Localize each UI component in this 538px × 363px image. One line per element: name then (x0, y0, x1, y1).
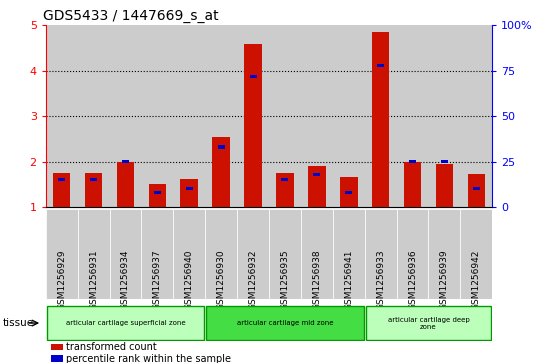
Bar (148, 184, 166, 207)
Bar (173, 25, 205, 207)
Bar (473, 187, 480, 190)
Bar (276, 173, 294, 207)
Bar (218, 146, 225, 148)
Bar (372, 32, 390, 207)
Text: GSM1256941: GSM1256941 (344, 250, 353, 310)
Text: transformed count: transformed count (66, 342, 157, 352)
Bar (281, 178, 288, 181)
Text: GSM1256929: GSM1256929 (57, 250, 66, 310)
Bar (340, 178, 358, 207)
Bar (205, 209, 237, 299)
Bar (377, 64, 384, 67)
Bar (301, 209, 333, 299)
Bar (53, 173, 70, 207)
Bar (404, 162, 421, 207)
Bar (397, 25, 428, 207)
Bar (141, 209, 173, 299)
Text: GSM1256935: GSM1256935 (280, 250, 289, 310)
Bar (301, 25, 333, 207)
Text: GSM1256932: GSM1256932 (249, 250, 258, 310)
Bar (117, 162, 134, 207)
Text: GSM1256939: GSM1256939 (440, 250, 449, 310)
Text: GSM1256938: GSM1256938 (313, 250, 321, 310)
Bar (141, 25, 173, 207)
Text: percentile rank within the sample: percentile rank within the sample (66, 354, 231, 363)
Bar (110, 209, 141, 299)
Bar (46, 25, 77, 207)
Text: GSM1256931: GSM1256931 (89, 250, 98, 310)
Bar (77, 209, 110, 299)
Text: GSM1256942: GSM1256942 (472, 250, 481, 310)
Bar (366, 306, 491, 340)
Bar (110, 25, 141, 207)
Text: articular cartilage superficial zone: articular cartilage superficial zone (66, 320, 185, 326)
Bar (206, 306, 364, 340)
Bar (173, 209, 205, 299)
Bar (58, 178, 65, 181)
Bar (46, 209, 77, 299)
Text: articular cartilage deep
zone: articular cartilage deep zone (387, 317, 469, 330)
Bar (244, 44, 262, 207)
Bar (90, 178, 97, 181)
Bar (333, 209, 365, 299)
Bar (122, 160, 129, 163)
Bar (461, 209, 492, 299)
Bar (428, 209, 461, 299)
Bar (186, 187, 193, 190)
Bar (154, 191, 161, 194)
Text: GSM1256937: GSM1256937 (153, 250, 162, 310)
Bar (345, 191, 352, 194)
Bar (333, 25, 365, 207)
Bar (180, 179, 198, 207)
Bar (365, 25, 397, 207)
Text: tissue: tissue (3, 318, 34, 328)
Text: GSM1256934: GSM1256934 (121, 250, 130, 310)
Bar (237, 25, 269, 207)
Bar (397, 209, 428, 299)
Bar (213, 136, 230, 207)
Bar (85, 173, 102, 207)
Bar (441, 160, 448, 163)
Text: GDS5433 / 1447669_s_at: GDS5433 / 1447669_s_at (44, 9, 219, 23)
Bar (205, 25, 237, 207)
Bar (269, 25, 301, 207)
Bar (468, 174, 485, 207)
Text: GSM1256930: GSM1256930 (217, 250, 225, 310)
Bar (436, 164, 453, 207)
Bar (365, 209, 397, 299)
Bar (409, 160, 416, 163)
Text: GSM1256933: GSM1256933 (376, 250, 385, 310)
Bar (269, 209, 301, 299)
Bar (428, 25, 461, 207)
Bar (308, 166, 325, 207)
Bar (47, 306, 204, 340)
Bar (313, 173, 320, 176)
Text: GSM1256936: GSM1256936 (408, 250, 417, 310)
Bar (461, 25, 492, 207)
Bar (77, 25, 110, 207)
Text: GSM1256940: GSM1256940 (185, 250, 194, 310)
Bar (237, 209, 269, 299)
Bar (250, 75, 257, 78)
Text: articular cartilage mid zone: articular cartilage mid zone (237, 320, 333, 326)
